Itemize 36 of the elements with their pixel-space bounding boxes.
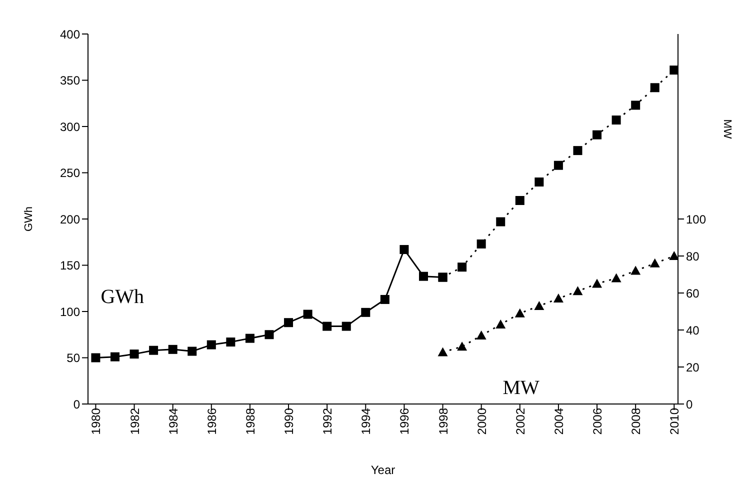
y-tick-label: 300 xyxy=(60,120,80,134)
x-tick-label: 1982 xyxy=(128,408,142,435)
x-tick-label: 1996 xyxy=(398,408,412,435)
y-tick-label: 350 xyxy=(60,74,80,88)
y2-tick-label: 20 xyxy=(686,360,700,374)
x-tick-label: 1990 xyxy=(282,408,296,435)
x-tick-label: 2006 xyxy=(590,408,605,435)
y2-tick-label: 40 xyxy=(686,323,700,338)
x-tick-label: 1986 xyxy=(204,408,219,435)
y-tick-label: 100 xyxy=(60,304,80,319)
y2-tick-label: 100 xyxy=(686,212,706,226)
y2-tick-label: 80 xyxy=(686,249,700,264)
x-axis-title: Year xyxy=(370,463,396,477)
y-tick-label: 250 xyxy=(60,166,80,180)
x-tick-label: 1992 xyxy=(320,408,335,435)
y2-tick-label: 60 xyxy=(686,286,700,300)
x-tick-label: 1988 xyxy=(243,408,258,435)
y-tick-label: 50 xyxy=(66,351,80,366)
x-tick-label: 1994 xyxy=(359,408,374,435)
x-tick-label: 1980 xyxy=(89,408,104,435)
x-tick-label: 1998 xyxy=(436,408,450,435)
y-tick-label: 150 xyxy=(60,258,80,273)
x-tick-label: 2002 xyxy=(513,408,528,435)
x-tick-label: 2010 xyxy=(668,408,682,435)
y2-axis-title: MW xyxy=(721,119,734,140)
y-axis-title: GWh xyxy=(22,206,35,232)
y-tick-label: 400 xyxy=(60,27,80,42)
x-tick-label: 2008 xyxy=(629,408,644,435)
y-tick-label: 200 xyxy=(60,212,80,226)
x-tick-label: 1984 xyxy=(166,408,180,435)
y-tick-label: 0 xyxy=(73,397,80,412)
series-label: GWh xyxy=(100,286,144,308)
x-tick-label: 2004 xyxy=(552,408,566,435)
y2-tick-label: 0 xyxy=(686,397,693,412)
x-tick-label: 2000 xyxy=(474,408,489,435)
text: MW xyxy=(502,377,540,400)
